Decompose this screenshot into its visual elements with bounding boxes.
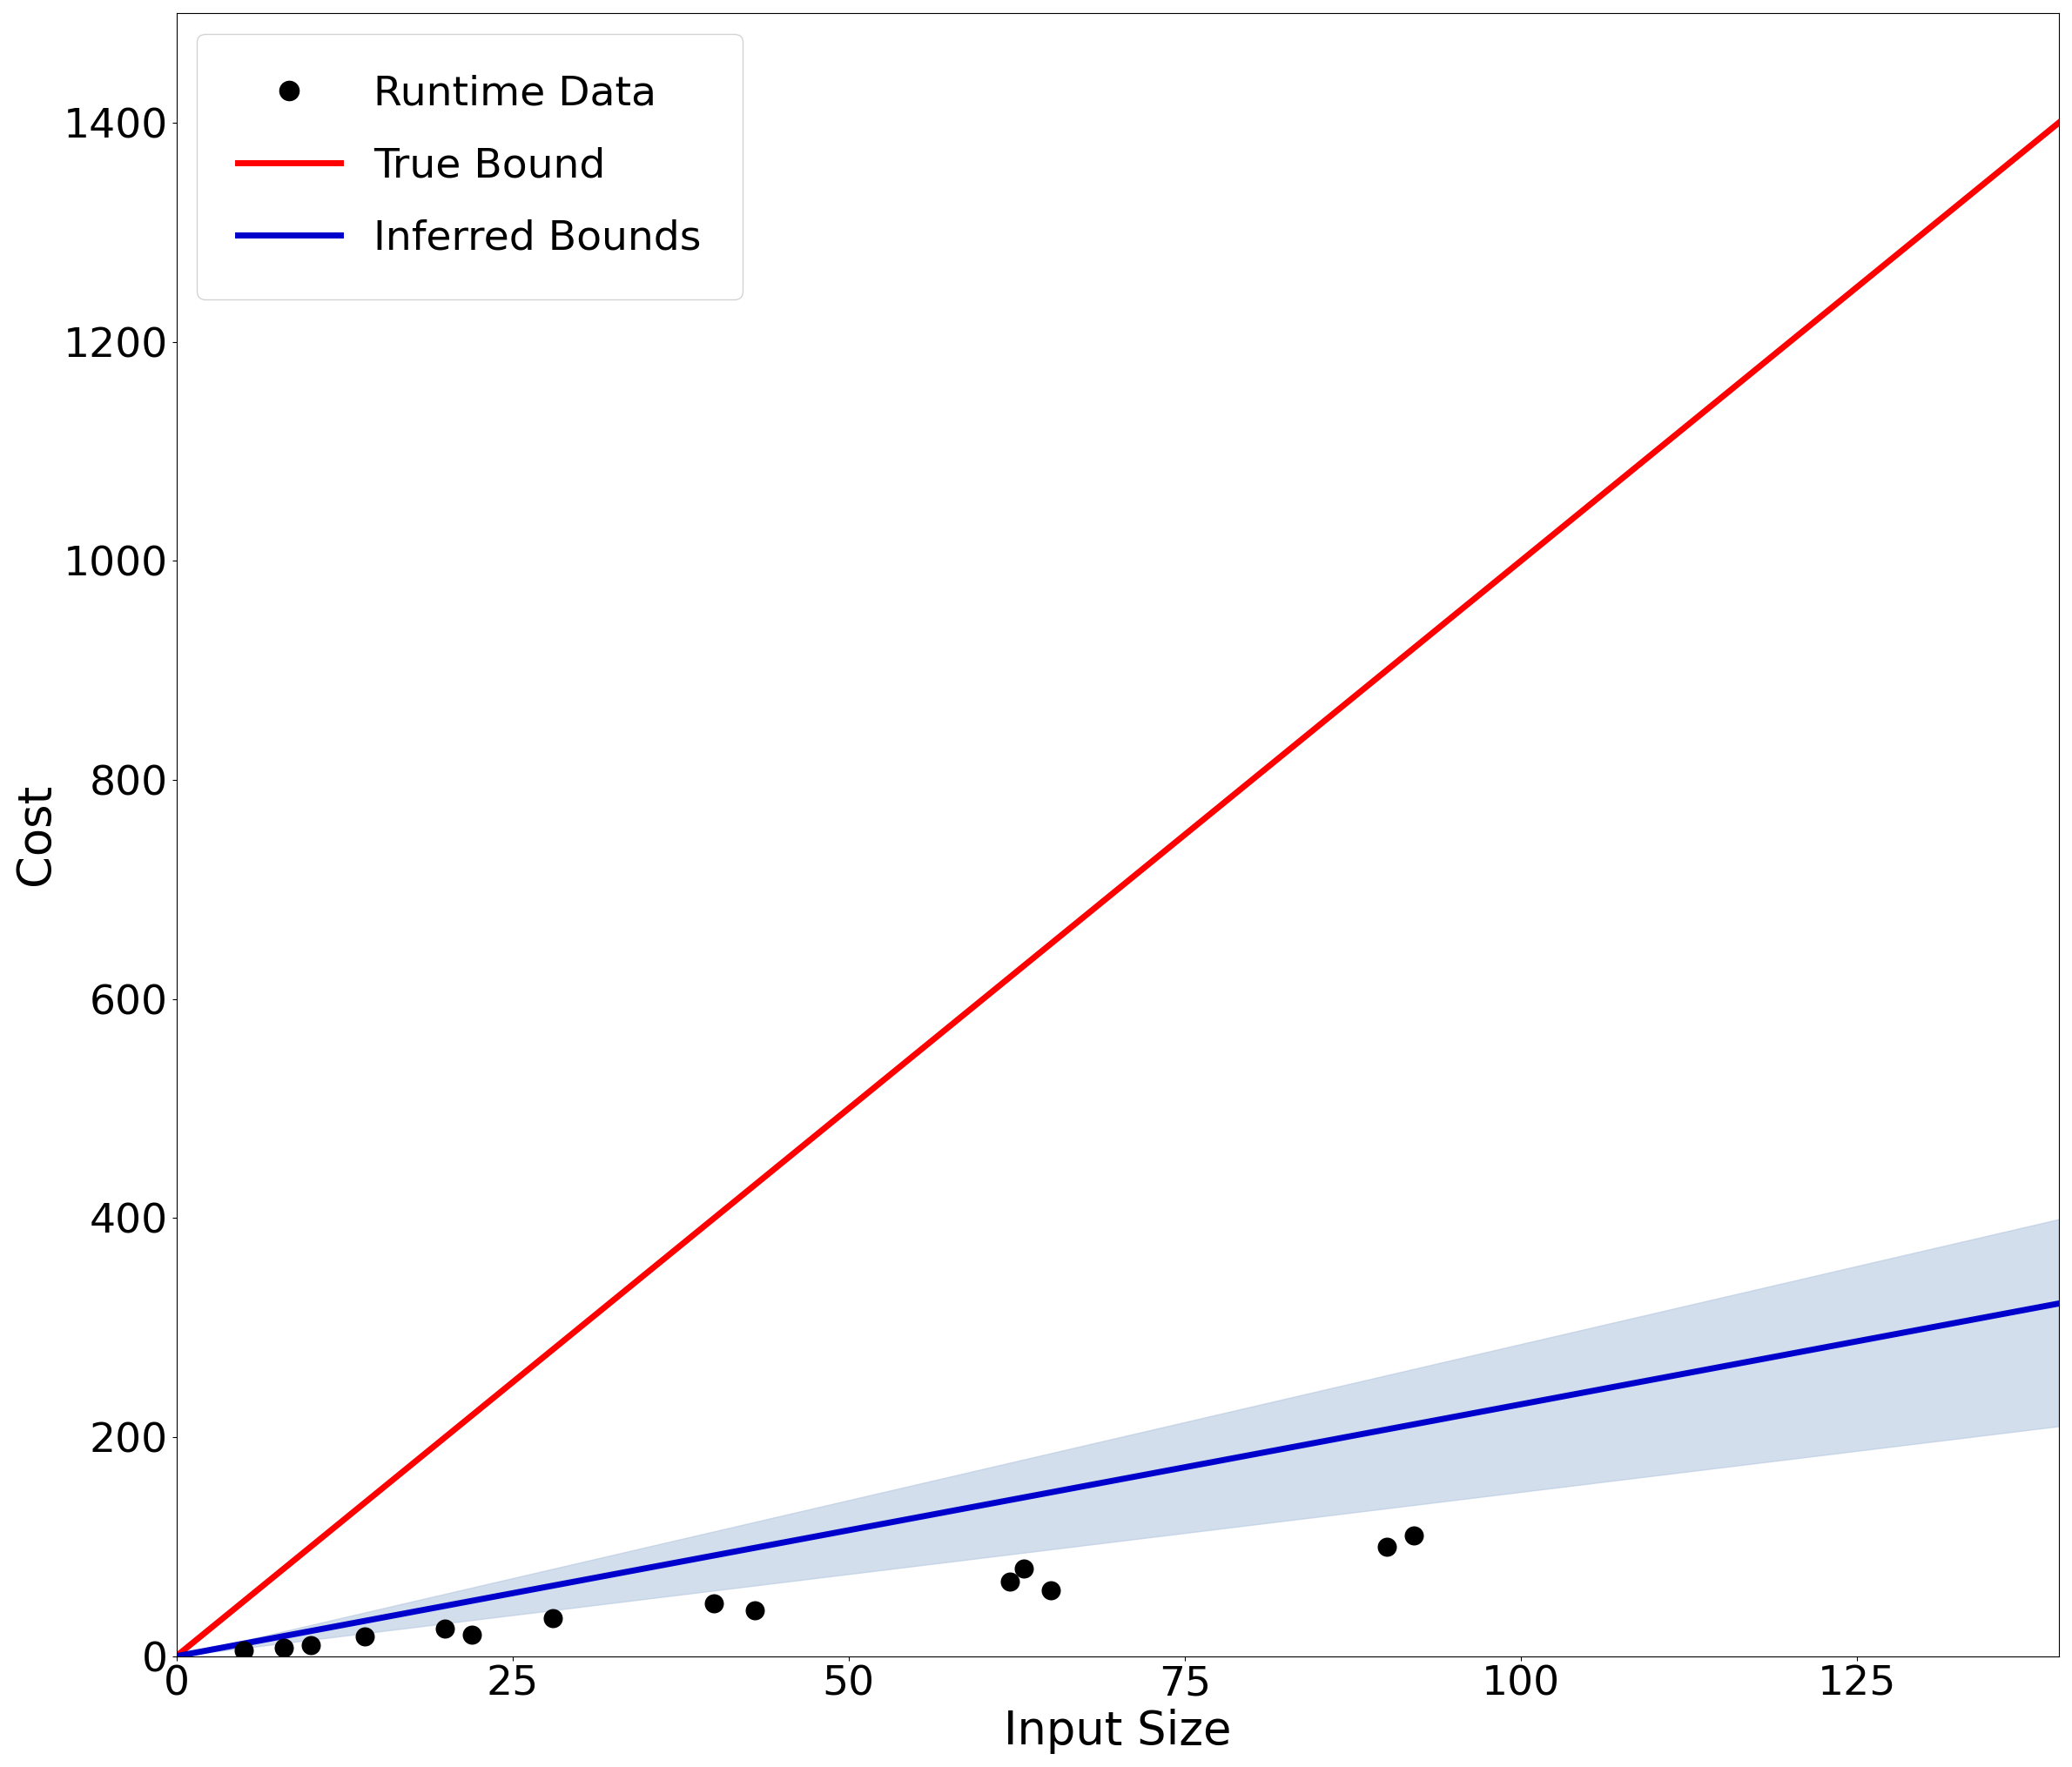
True Bound [1069,908,1094,929]
Runtime Data [738,1596,771,1624]
Inferred Bounds [1285,1435,1310,1456]
Runtime Data [1034,1576,1067,1604]
Runtime Data [537,1604,570,1633]
Inferred Bounds [1069,1475,1094,1497]
True Bound [2002,148,2026,170]
Line: True Bound: True Bound [176,122,2060,1656]
Inferred Bounds [2002,1301,2026,1322]
Runtime Data [992,1567,1026,1596]
Runtime Data [1370,1532,1403,1560]
Inferred Bounds [164,1645,189,1666]
Y-axis label: Cost: Cost [12,783,58,885]
Runtime Data [429,1615,462,1643]
Inferred Bounds [1183,1454,1208,1475]
Inferred Bounds [2047,1293,2072,1315]
Runtime Data [1397,1521,1430,1550]
True Bound [1707,389,1732,410]
X-axis label: Input Size: Input Size [1003,1709,1231,1755]
True Bound [1059,917,1084,938]
Runtime Data [348,1622,381,1650]
Runtime Data [267,1633,300,1661]
Runtime Data [294,1631,327,1659]
Runtime Data [698,1590,731,1619]
True Bound [164,1645,189,1666]
True Bound [1183,816,1208,838]
Line: Inferred Bounds: Inferred Bounds [176,1304,2060,1656]
Runtime Data [228,1636,261,1665]
True Bound [2047,111,2072,133]
Inferred Bounds [1707,1357,1732,1378]
Runtime Data [1007,1555,1040,1583]
Legend: Runtime Data, True Bound, Inferred Bounds: Runtime Data, True Bound, Inferred Bound… [197,34,742,299]
True Bound [1285,733,1310,755]
Inferred Bounds [1059,1477,1084,1498]
Runtime Data [456,1620,489,1649]
